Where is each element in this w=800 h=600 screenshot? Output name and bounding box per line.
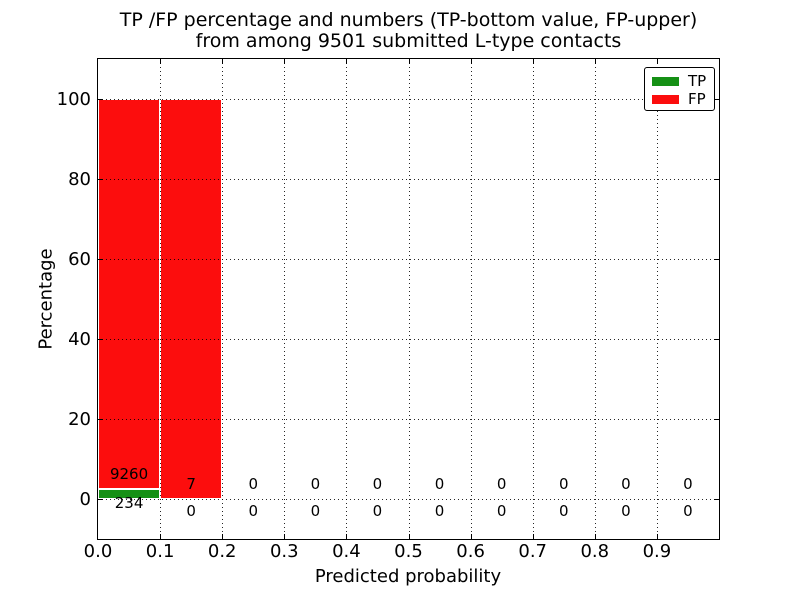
x-tick-mark-top	[160, 59, 161, 64]
x-tick-mark-top	[471, 59, 472, 64]
v-gridline	[346, 59, 347, 539]
legend-entry-tp: TP	[652, 72, 714, 90]
x-tick-label: 0.4	[332, 541, 361, 562]
v-gridline	[160, 59, 161, 539]
fp-count-label: 0	[558, 475, 569, 493]
y-tick-label: 20	[68, 409, 91, 430]
x-tick-mark-bottom	[284, 534, 285, 539]
fp-count-label: 9260	[109, 465, 149, 483]
h-gridline	[98, 179, 719, 180]
x-tick-mark-top	[346, 59, 347, 64]
x-tick-mark-bottom	[346, 534, 347, 539]
h-gridline	[98, 499, 719, 500]
x-tick-mark-bottom	[409, 534, 410, 539]
tp-count-label: 0	[186, 502, 196, 520]
x-tick-label: 0.3	[269, 541, 299, 562]
legend-label-fp: FP	[688, 90, 706, 108]
fp-bar	[98, 99, 161, 490]
x-tick-label: 0.6	[456, 541, 485, 562]
fp-count-label: 0	[683, 475, 693, 493]
fp-count-label: 0	[248, 475, 259, 493]
x-tick-label: 0.8	[580, 541, 610, 562]
h-gridline	[98, 419, 719, 420]
tp-bar	[98, 489, 161, 499]
x-tick-label: 0.5	[394, 541, 423, 562]
x-tick-label: 0.9	[642, 541, 672, 562]
tp-count-label: 0	[434, 502, 445, 520]
v-gridline	[471, 59, 472, 539]
x-tick-mark-bottom	[533, 534, 534, 539]
y-tick-mark-left	[98, 499, 103, 500]
y-tick-mark-left	[98, 99, 103, 100]
v-gridline	[284, 59, 285, 539]
v-gridline	[595, 59, 596, 539]
x-tick-mark-top	[595, 59, 596, 64]
y-tick-mark-right	[714, 419, 719, 420]
y-tick-mark-left	[98, 179, 103, 180]
x-tick-mark-bottom	[471, 534, 472, 539]
tp-count-label: 234	[114, 494, 144, 512]
y-tick-mark-left	[98, 419, 103, 420]
chart-title-line2: from among 9501 submitted L-type contact…	[195, 30, 622, 52]
y-tick-label: 100	[56, 89, 91, 110]
v-gridline	[533, 59, 534, 539]
fp-count-label: 0	[621, 475, 631, 493]
tp-count-label: 0	[248, 502, 259, 520]
tp-count-label: 0	[310, 502, 321, 520]
y-tick-label: 40	[68, 329, 91, 350]
v-gridline	[657, 59, 658, 539]
chart-title: TP /FP percentage and numbers (TP-bottom…	[98, 10, 719, 52]
fp-count-label: 0	[496, 475, 507, 493]
y-tick-label: 60	[68, 249, 91, 270]
h-gridline	[98, 339, 719, 340]
y-tick-mark-right	[714, 259, 719, 260]
legend: TP FP	[644, 67, 715, 111]
fp-count-label: 0	[372, 475, 383, 493]
fp-bar	[160, 99, 223, 499]
y-tick-mark-right	[714, 99, 719, 100]
y-tick-mark-left	[98, 259, 103, 260]
plot-area: 9260 234 7 0 0 0 0 0 0 0 0 0 0 0 0 0 0 0 0 0	[97, 58, 720, 540]
y-tick-label: 80	[68, 169, 91, 190]
x-axis-label: Predicted probability	[314, 566, 502, 587]
tp-count-label: 0	[683, 502, 693, 520]
x-tick-label: 0.0	[83, 541, 113, 562]
fp-count-label: 0	[434, 475, 445, 493]
x-tick-mark-bottom	[657, 534, 658, 539]
y-tick-mark-left	[98, 339, 103, 340]
fp-swatch-icon	[652, 94, 679, 104]
x-tick-mark-top	[533, 59, 534, 64]
y-tick-mark-right	[714, 339, 719, 340]
x-tick-mark-bottom	[222, 534, 223, 539]
tp-count-label: 0	[372, 502, 383, 520]
tp-swatch-icon	[652, 76, 679, 86]
y-tick-mark-right	[714, 499, 719, 500]
x-tick-mark-bottom	[160, 534, 161, 539]
fp-count-label: 7	[186, 475, 196, 493]
fp-count-label: 0	[310, 475, 321, 493]
legend-label-tp: TP	[688, 72, 707, 90]
x-tick-mark-top	[222, 59, 223, 64]
tp-count-label: 0	[496, 502, 507, 520]
v-gridline	[409, 59, 410, 539]
tp-count-label: 0	[558, 502, 569, 520]
h-gridline	[98, 99, 719, 100]
x-tick-mark-top	[284, 59, 285, 64]
h-gridline	[98, 259, 719, 260]
tp-count-label: 0	[621, 502, 631, 520]
x-tick-mark-bottom	[595, 534, 596, 539]
legend-entry-fp: FP	[652, 90, 714, 108]
x-tick-mark-top	[409, 59, 410, 64]
y-tick-mark-right	[714, 179, 719, 180]
chart-title-line1: TP /FP percentage and numbers (TP-bottom…	[119, 9, 698, 31]
v-gridline	[222, 59, 223, 539]
x-tick-label: 0.2	[207, 541, 237, 562]
x-tick-label: 0.1	[145, 541, 175, 562]
x-tick-label: 0.7	[518, 541, 548, 562]
x-tick-mark-top	[657, 59, 658, 64]
y-tick-label: 0	[79, 489, 91, 510]
